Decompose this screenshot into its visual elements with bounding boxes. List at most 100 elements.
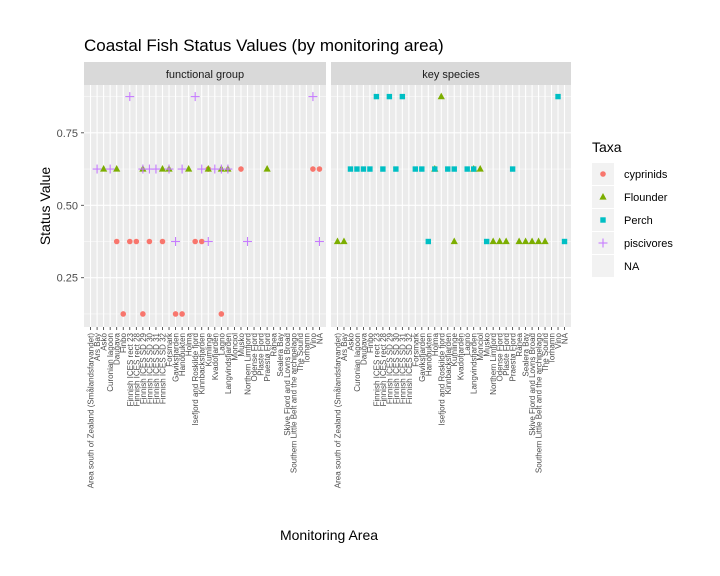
point-flounder bbox=[204, 165, 212, 172]
point-flounder bbox=[437, 92, 445, 100]
y-axis-title: Status Value bbox=[37, 167, 53, 246]
point-perch bbox=[425, 238, 431, 245]
point-perch bbox=[393, 166, 399, 172]
point-flounder bbox=[534, 237, 543, 245]
legend-key bbox=[592, 255, 614, 277]
point-piscivores bbox=[92, 164, 102, 174]
point-flounder bbox=[502, 237, 510, 245]
x-tick-label: Hanöbukten bbox=[424, 333, 433, 376]
point-piscivores bbox=[243, 237, 253, 247]
x-tick-label: Isefjord and Roskilde fjord bbox=[437, 333, 446, 426]
legend-label: cyprinids bbox=[624, 169, 668, 181]
x-tick-label: Asko bbox=[346, 332, 355, 350]
point-perch bbox=[432, 166, 438, 172]
x-tick-label: Daugava bbox=[359, 332, 368, 365]
x-tick-label: Rånea bbox=[515, 332, 524, 356]
legend-symbol-perch bbox=[600, 217, 606, 223]
point-perch bbox=[347, 166, 354, 172]
point-perch bbox=[373, 93, 380, 100]
x-tick-label: Northern Limfjord bbox=[244, 333, 253, 395]
x-tick-label: Kumlinge bbox=[204, 332, 213, 366]
x-tick-label: Finnish ICES SD 31 bbox=[398, 332, 407, 404]
point-flounder bbox=[263, 165, 271, 172]
point-flounder bbox=[113, 165, 121, 172]
legend-symbol-flounder bbox=[599, 193, 607, 200]
y-tick-label: 0.50 bbox=[57, 200, 78, 212]
point-perch bbox=[367, 166, 373, 172]
legend: Taxa cyprinids Flounder Perch piscivores NA bbox=[592, 139, 673, 277]
point-piscivores bbox=[314, 237, 324, 247]
legend-title: Taxa bbox=[592, 139, 622, 155]
x-tick-label: Finnish ICES rect 28 bbox=[379, 332, 388, 406]
point-perch bbox=[464, 166, 470, 172]
grid-key-species bbox=[331, 85, 571, 327]
strip-label-functional-group: functional group bbox=[166, 69, 244, 81]
x-tick-label: Langvindsfjarden bbox=[470, 333, 479, 394]
point-piscivores bbox=[190, 92, 200, 102]
legend-label: piscivores bbox=[624, 238, 673, 250]
point-piscivores bbox=[308, 92, 318, 102]
points-functional-group bbox=[92, 92, 324, 317]
strip-functional-group bbox=[84, 62, 326, 85]
x-tick-label: Ars Bay bbox=[93, 333, 102, 361]
x-tick-label: Lagnö bbox=[463, 332, 472, 355]
x-tick-label: Rånea bbox=[270, 332, 279, 356]
x-tick-label: Monciol bbox=[476, 333, 485, 361]
point-perch bbox=[360, 166, 367, 172]
x-tick-label: Finnish ICES rect 28 bbox=[132, 332, 141, 406]
y-tick-label: 0.25 bbox=[57, 273, 78, 285]
x-tick-label: Skive Fjord and Lovns Broad bbox=[283, 333, 292, 436]
x-tick-label: Kumlinge bbox=[450, 332, 459, 366]
legend-symbol-piscivores bbox=[598, 238, 608, 248]
x-tick-label: Kvadofjarden bbox=[457, 333, 466, 380]
point-piscivores bbox=[203, 237, 213, 247]
point-perch bbox=[380, 166, 386, 172]
x-tick-label: Area south of Zealand (Smålandsfarvandet… bbox=[333, 333, 342, 489]
point-cyprinids bbox=[159, 238, 166, 245]
point-perch bbox=[471, 166, 477, 172]
point-piscivores bbox=[177, 164, 187, 174]
point-flounder bbox=[496, 237, 504, 245]
point-cyprinids bbox=[140, 311, 146, 317]
x-tick-label: Kinnbacksfjarden bbox=[198, 333, 207, 394]
x-tick-label: Northern Limfjord bbox=[489, 333, 498, 395]
x-tick-label: Holma bbox=[185, 332, 194, 356]
point-piscivores bbox=[125, 92, 135, 102]
x-tick-label: Vino bbox=[554, 332, 563, 348]
x-tick-label: Musko bbox=[237, 332, 246, 356]
point-perch bbox=[386, 93, 393, 100]
point-cyprinids bbox=[310, 166, 316, 172]
points-key-species bbox=[333, 92, 568, 245]
x-tick-label: Skive Fjord and Lovns Broad bbox=[528, 333, 537, 436]
x-tick-label: Southern Little Belt and the archipelago bbox=[289, 332, 298, 473]
point-cyprinids bbox=[238, 166, 244, 172]
point-flounder bbox=[541, 237, 549, 245]
y-axis: 0.25 0.50 0.75 bbox=[57, 128, 84, 285]
x-tick-label: Kinnbacksfjarden bbox=[444, 333, 453, 394]
x-tick-label: Ars Bay bbox=[340, 333, 349, 361]
x-tick-label: Daugava bbox=[113, 332, 122, 365]
x-tick-label: Finnish ICES SD 32 bbox=[158, 332, 167, 404]
point-cyprinids bbox=[172, 311, 179, 317]
x-tick-label: Finnish ICES rect 23 bbox=[126, 332, 135, 406]
x-tick-label: Vino bbox=[309, 332, 318, 348]
x-tick-label: Area south of Zealand (Smålandsfarvandet… bbox=[87, 333, 96, 489]
x-tick-label: Finbo bbox=[366, 332, 375, 353]
x-tick-label: Praestø Fjord bbox=[263, 333, 272, 381]
point-piscivores bbox=[197, 164, 207, 174]
x-axis-title: Monitoring Area bbox=[280, 527, 378, 543]
point-cyprinids bbox=[146, 238, 153, 245]
x-tick-label: Forsmark bbox=[165, 332, 174, 367]
x-tick-label: The Sound bbox=[541, 333, 550, 372]
point-perch bbox=[445, 166, 451, 172]
panel-background-key-species bbox=[331, 85, 571, 327]
x-tick-label: Kvadofjarden bbox=[211, 333, 220, 380]
point-cyprinids bbox=[179, 311, 185, 317]
x-tick-label: Finnish ICES SD 29 bbox=[385, 332, 394, 404]
point-piscivores bbox=[164, 164, 174, 174]
point-cyprinids bbox=[120, 311, 127, 317]
point-flounder bbox=[521, 237, 530, 245]
point-cyprinids bbox=[198, 238, 205, 245]
point-perch bbox=[561, 238, 568, 245]
x-tick-label: Plaste Fjord bbox=[257, 333, 266, 376]
